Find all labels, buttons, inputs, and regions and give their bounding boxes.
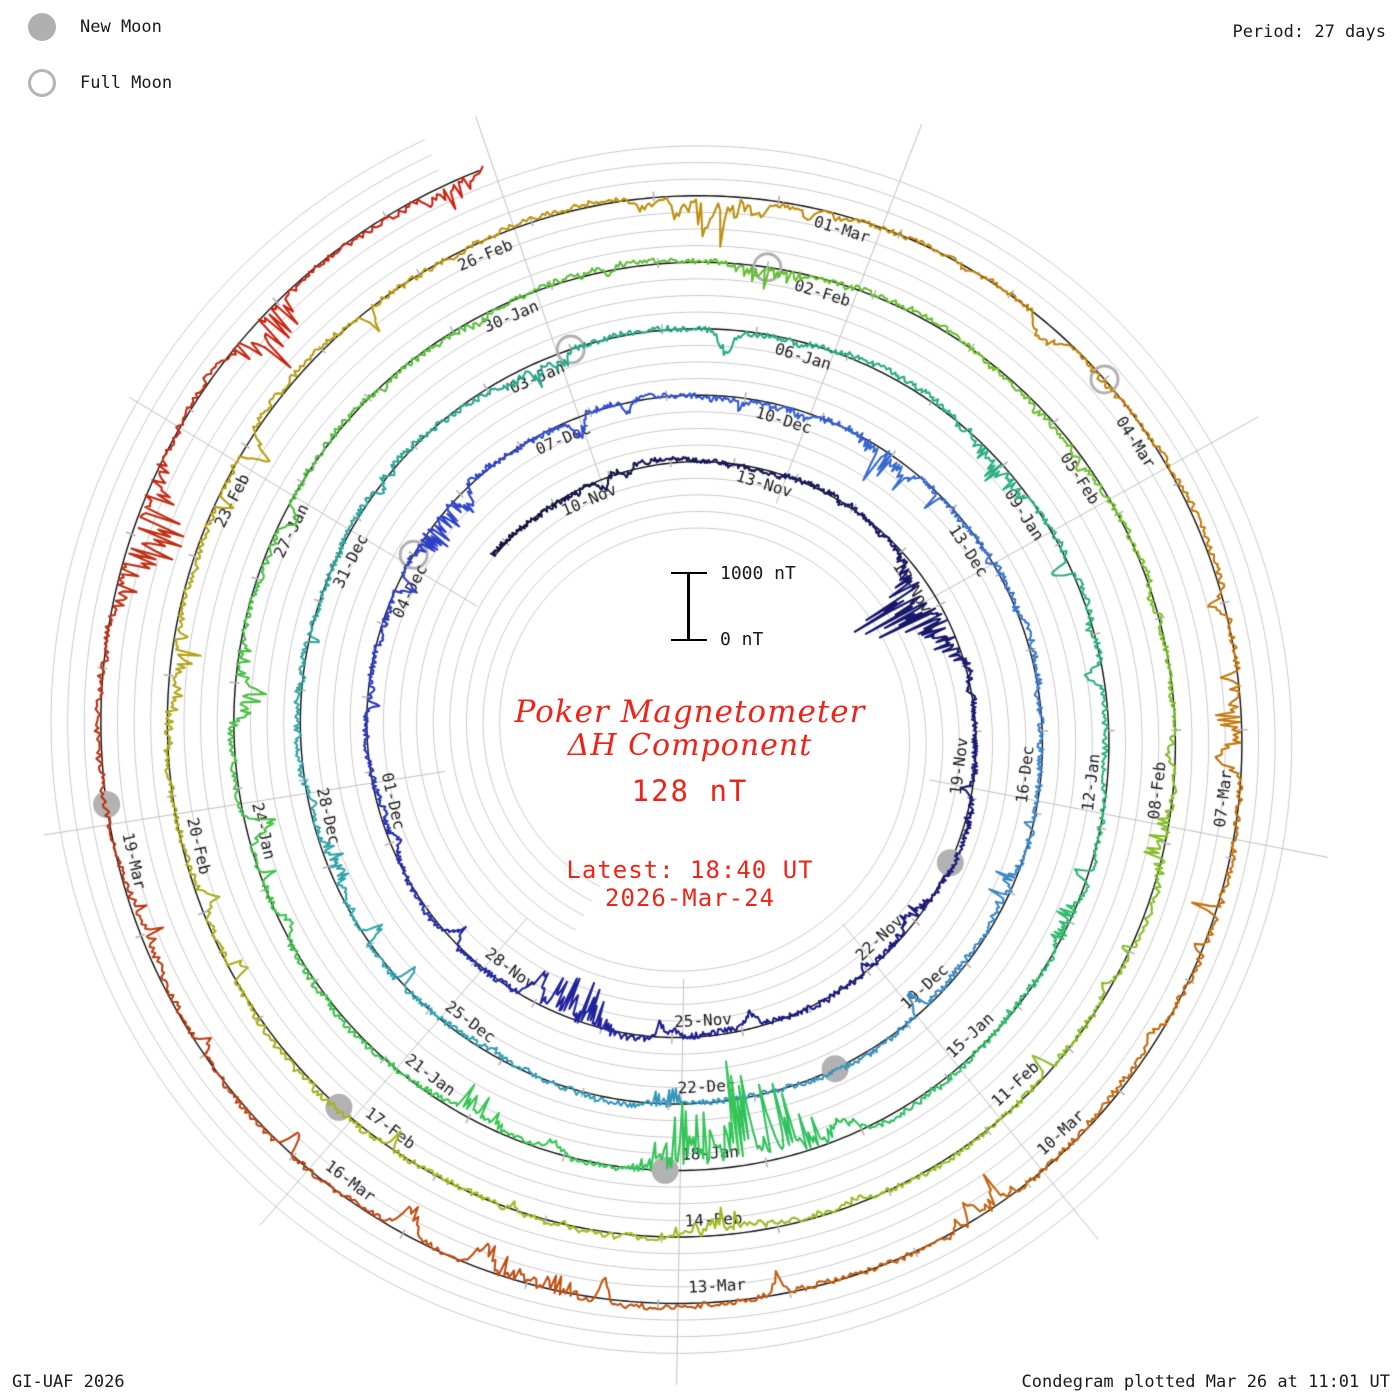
legend-full-moon: Full Moon: [28, 69, 172, 97]
period-label: Period: 27 days: [1232, 22, 1386, 42]
scale-bar-top-cap: [671, 572, 707, 574]
scale-bar-top-label: 1000 nT: [720, 563, 796, 584]
new-moon-icon: [28, 13, 56, 41]
new-moon-label: New Moon: [80, 17, 162, 37]
scale-bar-bottom-cap: [671, 639, 707, 641]
amplitude-value: 128 nT: [631, 774, 749, 808]
plotted-timestamp: Condegram plotted Mar 26 at 11:01 UT: [1021, 1372, 1390, 1392]
chart-title-line1: Poker Magnetometer: [514, 694, 866, 730]
scale-bar: [687, 573, 690, 640]
chart-title-line2: ΔH Component: [567, 728, 813, 763]
credit-label: GI-UAF 2026: [12, 1372, 125, 1392]
latest-date: 2026-Mar-24: [605, 884, 775, 912]
legend-new-moon: New Moon: [28, 13, 162, 41]
scale-bar-bottom-label: 0 nT: [720, 629, 764, 650]
full-moon-label: Full Moon: [80, 73, 173, 93]
latest-time: Latest: 18:40 UT: [566, 856, 814, 884]
full-moon-icon: [28, 69, 56, 97]
